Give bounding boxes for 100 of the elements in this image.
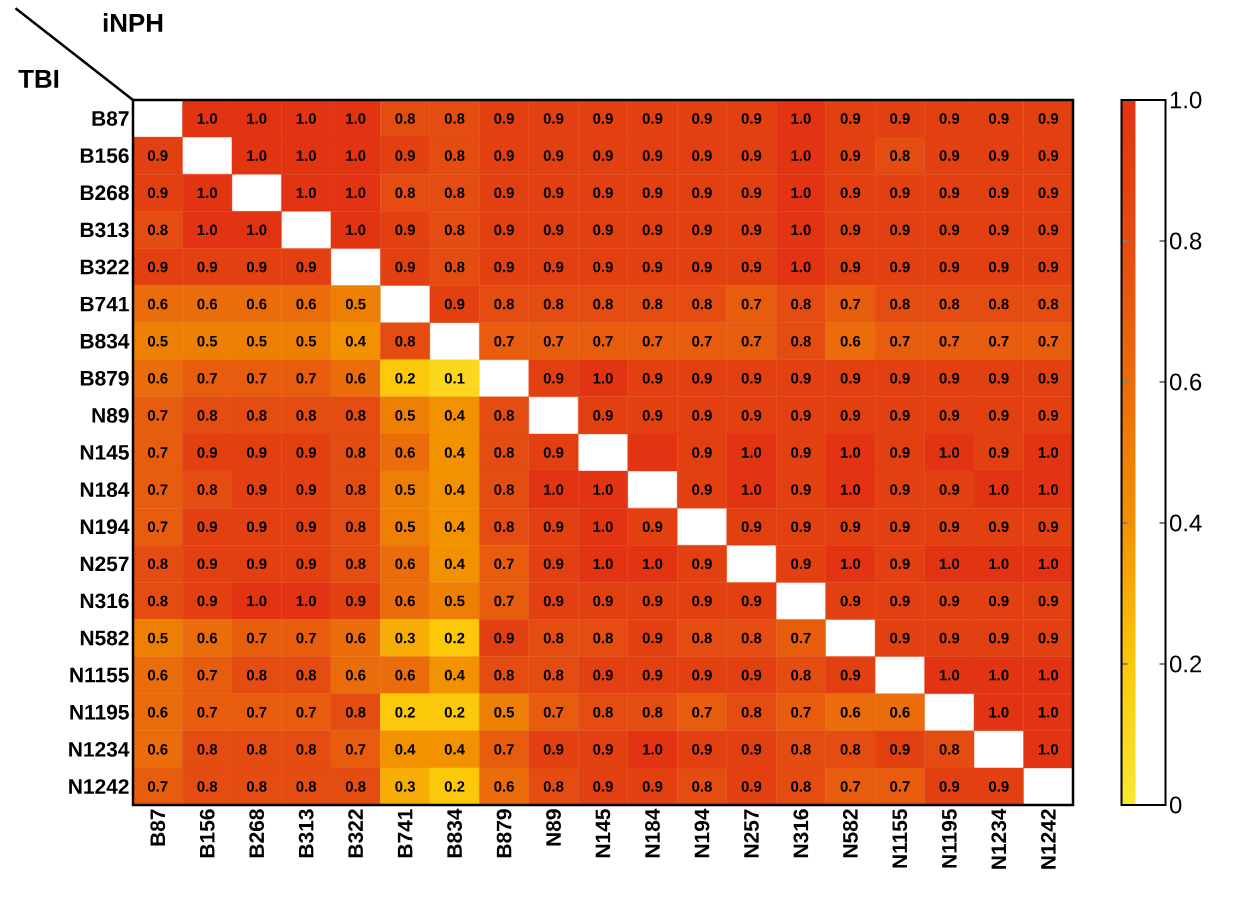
x-tick-label: N1195 — [941, 809, 957, 868]
data-label: 0.9 — [692, 744, 712, 755]
data-label: 0.9 — [692, 447, 712, 458]
data-label: 0.9 — [296, 261, 316, 273]
data-label: 0.9 — [543, 558, 564, 570]
data-label: 0.8 — [791, 298, 811, 310]
data-label: 1.0 — [791, 224, 811, 236]
data-label: 0.9 — [939, 150, 960, 161]
data-label: 0.9 — [197, 595, 218, 607]
data-label: 0.9 — [642, 187, 663, 199]
data-label: 0.9 — [642, 669, 663, 681]
data-label: 0.9 — [890, 187, 910, 199]
x-tick-label: B87 — [150, 809, 166, 846]
data-label: 0.9 — [296, 447, 316, 458]
data-label: 0.9 — [741, 150, 762, 161]
data-label: 0.9 — [147, 187, 168, 199]
data-label: 0.8 — [197, 484, 218, 495]
data-label: 0.9 — [543, 447, 564, 458]
data-label: 0.8 — [345, 521, 366, 532]
data-label: 0.9 — [890, 484, 910, 495]
data-label: 0.6 — [246, 298, 267, 310]
data-label: 0.9 — [840, 410, 861, 421]
data-label: 0.9 — [494, 113, 514, 124]
data-label: 0.9 — [1038, 410, 1059, 421]
data-label: 0.5 — [197, 335, 218, 347]
data-label: 0.9 — [741, 595, 762, 607]
data-label: 0.9 — [890, 447, 910, 458]
data-label: 0.3 — [395, 781, 415, 792]
data-label: 0.9 — [840, 373, 861, 384]
data-label: 0.6 — [197, 632, 218, 644]
data-label: 0.7 — [692, 706, 712, 718]
data-label: 1.0 — [989, 558, 1009, 570]
data-label: 0.9 — [989, 150, 1009, 161]
data-label: 0.8 — [494, 669, 514, 681]
data-label: 0.9 — [147, 150, 168, 161]
data-label: 0.9 — [642, 410, 663, 421]
data-label: 0.9 — [395, 150, 415, 161]
data-label: 0.9 — [593, 261, 613, 273]
data-label: 0.9 — [791, 373, 811, 384]
data-label: 0.8 — [296, 744, 317, 755]
y-tick-label: N1242 — [69, 779, 129, 794]
data-label: 0.8 — [444, 261, 465, 273]
data-label: 0.9 — [692, 484, 712, 495]
data-label: 0.9 — [593, 150, 613, 161]
data-label: 0.9 — [939, 410, 960, 421]
x-tick-label: B879 — [496, 809, 512, 858]
data-label: 0.4 — [444, 447, 465, 458]
data-label: 0.8 — [345, 410, 366, 421]
data-label: 0.9 — [197, 261, 218, 273]
color-bar-label: 0 — [1169, 796, 1182, 814]
data-label: 0.7 — [741, 335, 762, 347]
data-label: 0.9 — [840, 521, 861, 532]
data-label: 0.9 — [692, 410, 712, 421]
data-label: 0.9 — [642, 113, 663, 124]
data-label: 0.5 — [444, 595, 465, 607]
data-label: 0.9 — [692, 113, 712, 124]
data-label: 1.0 — [593, 373, 613, 384]
data-label: 0.9 — [989, 632, 1009, 644]
data-label: 0.6 — [494, 781, 514, 792]
data-label: 0.8 — [543, 298, 564, 310]
data-label: 0.9 — [1038, 632, 1059, 644]
data-label: 0.7 — [890, 335, 910, 347]
data-label: 0.9 — [197, 558, 218, 570]
data-label: 0.9 — [840, 595, 861, 607]
data-label: 1.0 — [643, 558, 663, 570]
data-label: 0.9 — [543, 224, 564, 236]
y-axis-title: TBI — [18, 69, 59, 88]
data-label: 1.0 — [197, 113, 217, 124]
data-label: 0.5 — [494, 706, 515, 718]
data-label: 0.9 — [840, 187, 861, 199]
data-label: 0.8 — [543, 632, 564, 644]
data-label: 0.7 — [345, 744, 366, 755]
data-label: 0.6 — [296, 298, 316, 310]
data-label: 1.0 — [296, 113, 316, 124]
y-tick-label: N316 — [80, 593, 129, 609]
data-label: 1.0 — [1038, 558, 1059, 570]
data-label: 0.8 — [345, 484, 366, 495]
data-label: 0.8 — [246, 669, 267, 681]
data-label: 0.9 — [543, 187, 564, 199]
data-label: 0.9 — [741, 113, 762, 124]
data-label: 0.7 — [989, 335, 1009, 347]
y-tick-label: B834 — [80, 333, 130, 349]
data-label: 0.6 — [147, 373, 168, 384]
data-label: 0.9 — [692, 261, 712, 273]
data-label: 0.8 — [246, 744, 267, 755]
data-label: 0.7 — [296, 632, 316, 644]
data-label: 0.8 — [642, 706, 663, 718]
x-tick-label: N1155 — [892, 809, 908, 868]
data-label: 0.7 — [791, 632, 811, 644]
data-label: 0.9 — [593, 410, 613, 421]
data-label: 0.7 — [543, 706, 564, 718]
data-label: 0.9 — [296, 521, 316, 532]
x-tick-label: B156 — [199, 809, 215, 858]
x-tick-label: B322 — [348, 809, 364, 858]
data-label: 0.8 — [345, 558, 366, 570]
data-label: 0.9 — [890, 632, 910, 644]
data-label: 0.8 — [246, 410, 267, 421]
data-label: 1.0 — [791, 150, 811, 161]
data-label: 0.9 — [890, 521, 910, 532]
data-label: 0.9 — [642, 261, 663, 273]
